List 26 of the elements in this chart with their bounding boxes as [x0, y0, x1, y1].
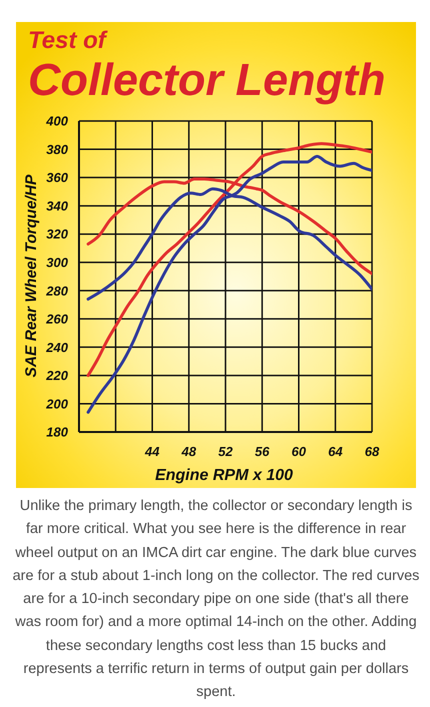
x-tick-label: 68	[364, 444, 380, 460]
y-tick-label: 220	[45, 368, 69, 384]
x-tick-label: 64	[328, 444, 344, 460]
y-tick-label: 360	[46, 170, 69, 186]
line-series	[86, 154, 372, 414]
chart-subtitle: Collector Length	[28, 54, 386, 106]
x-tick-label: 44	[144, 444, 160, 460]
y-tick-label: 340	[46, 198, 69, 214]
y-tick-label: 280	[45, 283, 69, 298]
y-tick-label: 180	[46, 424, 69, 440]
text: Unlike the primary length, the collector or secondary length is far more critical. What you see here is the difference in rear wheel output on an IMCA dirt car engine. The dark blue curves are for a stub about 1-inch long on the collector. The red curves are for a 10-inch secondary pipe on one side (that's all there was room for) and a more optimal 14-inch on the other. Adding these secondary lengths cost less than 15 bucks and represents a terrific return in terms of output gain per dollars spent.	[12, 498, 420, 700]
y-tick-label: 400	[45, 114, 69, 129]
x-tick-label: 56	[254, 444, 270, 460]
x-axis-title: Engine RPM x 100	[155, 466, 293, 486]
y-tick-label: 300	[46, 254, 69, 270]
y-tick-label: 240	[45, 340, 69, 355]
line-series	[86, 142, 372, 377]
y-tick-label: 260	[45, 312, 69, 327]
chart-title: Test of	[28, 26, 106, 56]
x-tick-label: 60	[292, 444, 307, 460]
y-tick-label: 320	[46, 226, 69, 242]
x-tick-label: 48	[180, 444, 197, 460]
y-tick-label: 380	[46, 142, 69, 157]
x-tick-label: 52	[218, 444, 234, 460]
y-axis-title: SAE Rear Wheel Torque/HP	[23, 174, 41, 378]
y-tick-label: 200	[45, 396, 69, 412]
